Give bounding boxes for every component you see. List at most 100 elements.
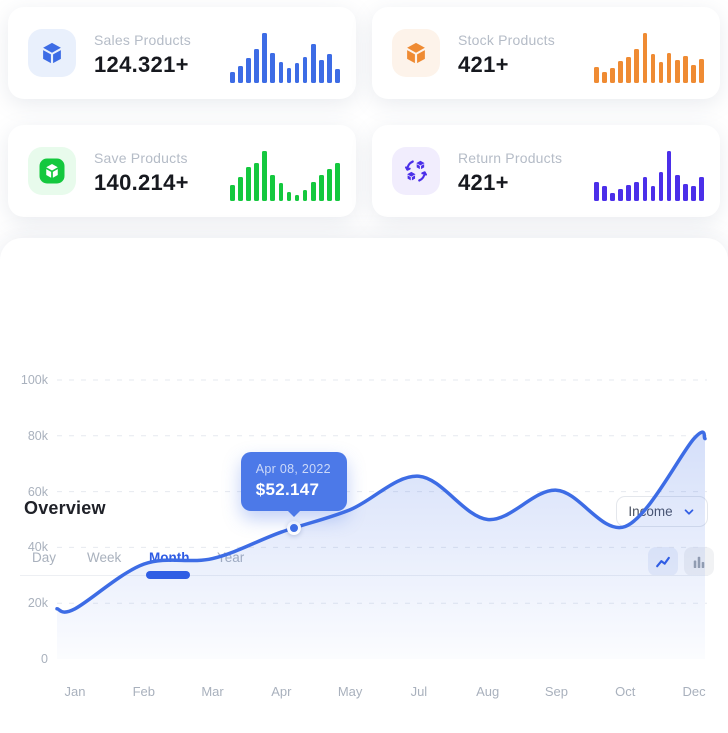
spark-bar <box>683 56 688 83</box>
spark-bar <box>618 61 623 83</box>
card-title: Return Products <box>458 150 563 166</box>
spark-bar <box>634 49 640 83</box>
spark-bar <box>634 182 640 201</box>
x-axis-label: Sep <box>544 684 569 699</box>
spark-bar <box>262 151 267 201</box>
spark-bar <box>335 69 340 83</box>
tab-week[interactable]: Week <box>87 550 122 565</box>
tooltip-date: Apr 08, 2022 <box>255 462 331 477</box>
spark-bar <box>286 68 292 83</box>
chart-tooltip: Apr 08, 2022 $52.147 <box>240 452 347 518</box>
spark-bar <box>642 33 648 83</box>
spark-bar <box>618 188 623 201</box>
spark-bar <box>674 175 680 201</box>
y-axis-label: 80k <box>27 428 48 443</box>
data-point-marker <box>286 521 301 536</box>
spark-bar <box>302 57 308 83</box>
spark-bar <box>327 169 332 201</box>
spark-bar <box>238 65 243 83</box>
return-products-card: Return Products 421+ <box>372 125 720 217</box>
x-axis-label: Jul <box>410 684 428 699</box>
spark-bar <box>310 44 316 83</box>
sales-products-card: Sales Products 124.321+ <box>8 7 356 99</box>
spark-bar <box>658 172 664 201</box>
page-title: Overview <box>24 498 106 518</box>
spark-bar <box>626 57 631 83</box>
spark-bar <box>683 184 688 201</box>
spark-bar <box>691 186 696 201</box>
spark-bar <box>294 63 300 83</box>
spark-bar <box>610 193 615 201</box>
trend-line <box>55 430 707 614</box>
x-axis-label: Oct <box>615 684 636 699</box>
x-axis-label: Mar <box>201 684 224 699</box>
x-axis-label: Jan <box>64 684 86 699</box>
spark-bar <box>650 186 656 201</box>
spark-bar <box>254 163 259 201</box>
spark-bar <box>699 177 704 201</box>
spark-bar <box>594 67 599 83</box>
spark-bar <box>286 192 292 201</box>
spark-bar <box>610 68 615 83</box>
spark-bar <box>302 190 308 201</box>
spark-bar <box>674 60 680 83</box>
x-axis-label: Dec <box>682 684 706 699</box>
spark-bar <box>246 58 251 83</box>
spark-bar <box>666 151 672 201</box>
y-axis-label: 40k <box>27 540 48 555</box>
cube-badge-icon <box>28 147 76 195</box>
card-value: 421+ <box>458 170 509 195</box>
spark-bar <box>246 167 251 201</box>
sparkline <box>594 151 704 201</box>
tooltip-value: $52.147 <box>255 480 320 500</box>
sparkline <box>594 33 704 83</box>
card-title: Stock Products <box>458 32 555 48</box>
spark-bar <box>691 65 696 83</box>
x-axis-label: May <box>337 684 363 699</box>
x-axis-label: Feb <box>132 684 155 699</box>
spark-bar <box>327 54 332 83</box>
spark-bar <box>335 163 340 201</box>
income-area-chart[interactable]: 100k 80k 60k 40k 20k 0 Jan Feb Mar Apr May Jul Aug S… <box>0 350 728 733</box>
card-title: Save Products <box>94 150 188 166</box>
card-value: 124.321+ <box>94 52 189 77</box>
area-fill <box>57 432 705 659</box>
save-products-card: Save Products 140.214+ <box>8 125 356 217</box>
spark-bar <box>594 182 599 201</box>
spark-bar <box>319 60 324 83</box>
spark-bar <box>294 195 300 201</box>
chart-canvas <box>55 379 707 659</box>
tab-day[interactable]: Day <box>32 550 57 565</box>
cube-icon <box>392 29 440 77</box>
spark-bar <box>658 62 664 83</box>
return-cubes-icon <box>392 147 440 195</box>
spark-bar <box>230 185 235 201</box>
x-axis-label: Apr <box>271 684 292 699</box>
spark-bar <box>230 72 235 83</box>
spark-bar <box>699 59 704 83</box>
spark-bar <box>270 53 276 83</box>
card-title: Sales Products <box>94 32 191 48</box>
card-value: 421+ <box>458 52 509 77</box>
sparkline <box>230 33 340 83</box>
y-axis-label: 60k <box>27 484 48 499</box>
spark-bar <box>650 54 656 83</box>
spark-bar <box>270 175 276 201</box>
spark-bar <box>238 177 243 201</box>
spark-bar <box>602 72 607 83</box>
card-value: 140.214+ <box>94 170 189 195</box>
spark-bar <box>642 177 648 201</box>
x-axis-label: Aug <box>476 684 500 699</box>
cube-icon <box>28 29 76 77</box>
sparkline <box>230 151 340 201</box>
spark-bar <box>278 62 284 83</box>
spark-bar <box>666 53 672 83</box>
spark-bar <box>310 182 316 201</box>
spark-bar <box>602 186 607 201</box>
y-axis-label: 20k <box>27 596 48 611</box>
spark-bar <box>254 49 259 83</box>
spark-bar <box>626 185 631 201</box>
overview-panel: Overview Income Day Week Month Year <box>0 238 728 733</box>
y-axis-label: 100k <box>20 373 48 387</box>
stock-products-card: Stock Products 421+ <box>372 7 720 99</box>
